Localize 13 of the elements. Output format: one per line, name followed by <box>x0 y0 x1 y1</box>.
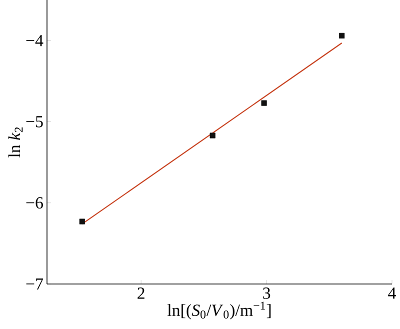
x-tick-label: 4 <box>388 288 396 299</box>
x-tick-label: 3 <box>263 288 270 299</box>
x-tick-label: 2 <box>138 288 144 299</box>
y-axis-title: ln k$_{2}$ <box>8 127 23 158</box>
point <box>79 218 85 224</box>
text: ln[(S$_{0}$/V$_{0}$)/m$^{−1}$] <box>167 302 271 320</box>
point <box>339 32 345 38</box>
point <box>261 100 267 106</box>
y-tick-label: −5 <box>26 116 43 128</box>
y-tick-label: −6 <box>26 197 43 209</box>
y-tick-label: −7 <box>26 278 43 290</box>
point <box>210 132 216 138</box>
y-tick-label: −4 <box>26 35 44 46</box>
